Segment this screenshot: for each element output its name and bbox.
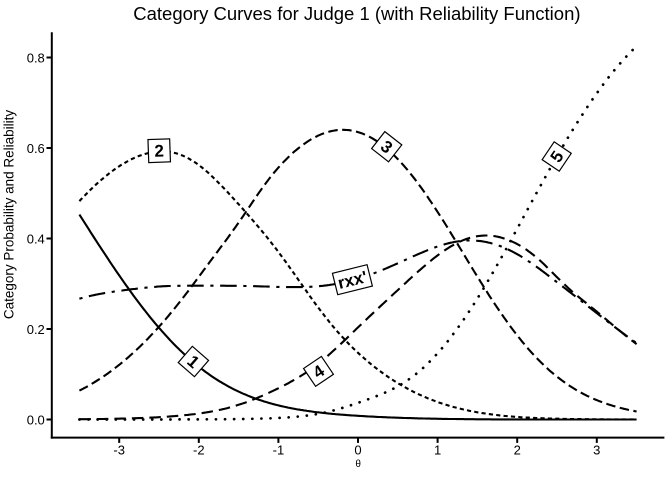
svg-text:0.0: 0.0 — [27, 413, 45, 428]
svg-text:Category Curves for Judge 1 (w: Category Curves for Judge 1 (with Reliab… — [133, 3, 580, 24]
svg-text:-3: -3 — [113, 442, 125, 457]
svg-text:θ: θ — [355, 459, 361, 470]
svg-text:0.2: 0.2 — [27, 322, 45, 337]
svg-text:1: 1 — [434, 442, 441, 457]
svg-text:0.8: 0.8 — [27, 51, 45, 66]
svg-text:Category Probability and Relia: Category Probability and Reliability — [2, 110, 17, 320]
svg-text:0: 0 — [354, 442, 361, 457]
svg-text:-1: -1 — [273, 442, 285, 457]
svg-text:0.6: 0.6 — [27, 141, 45, 156]
svg-text:0.4: 0.4 — [27, 232, 45, 247]
svg-text:2: 2 — [514, 442, 521, 457]
svg-text:-2: -2 — [193, 442, 205, 457]
svg-text:2: 2 — [154, 141, 164, 160]
svg-text:3: 3 — [593, 442, 600, 457]
